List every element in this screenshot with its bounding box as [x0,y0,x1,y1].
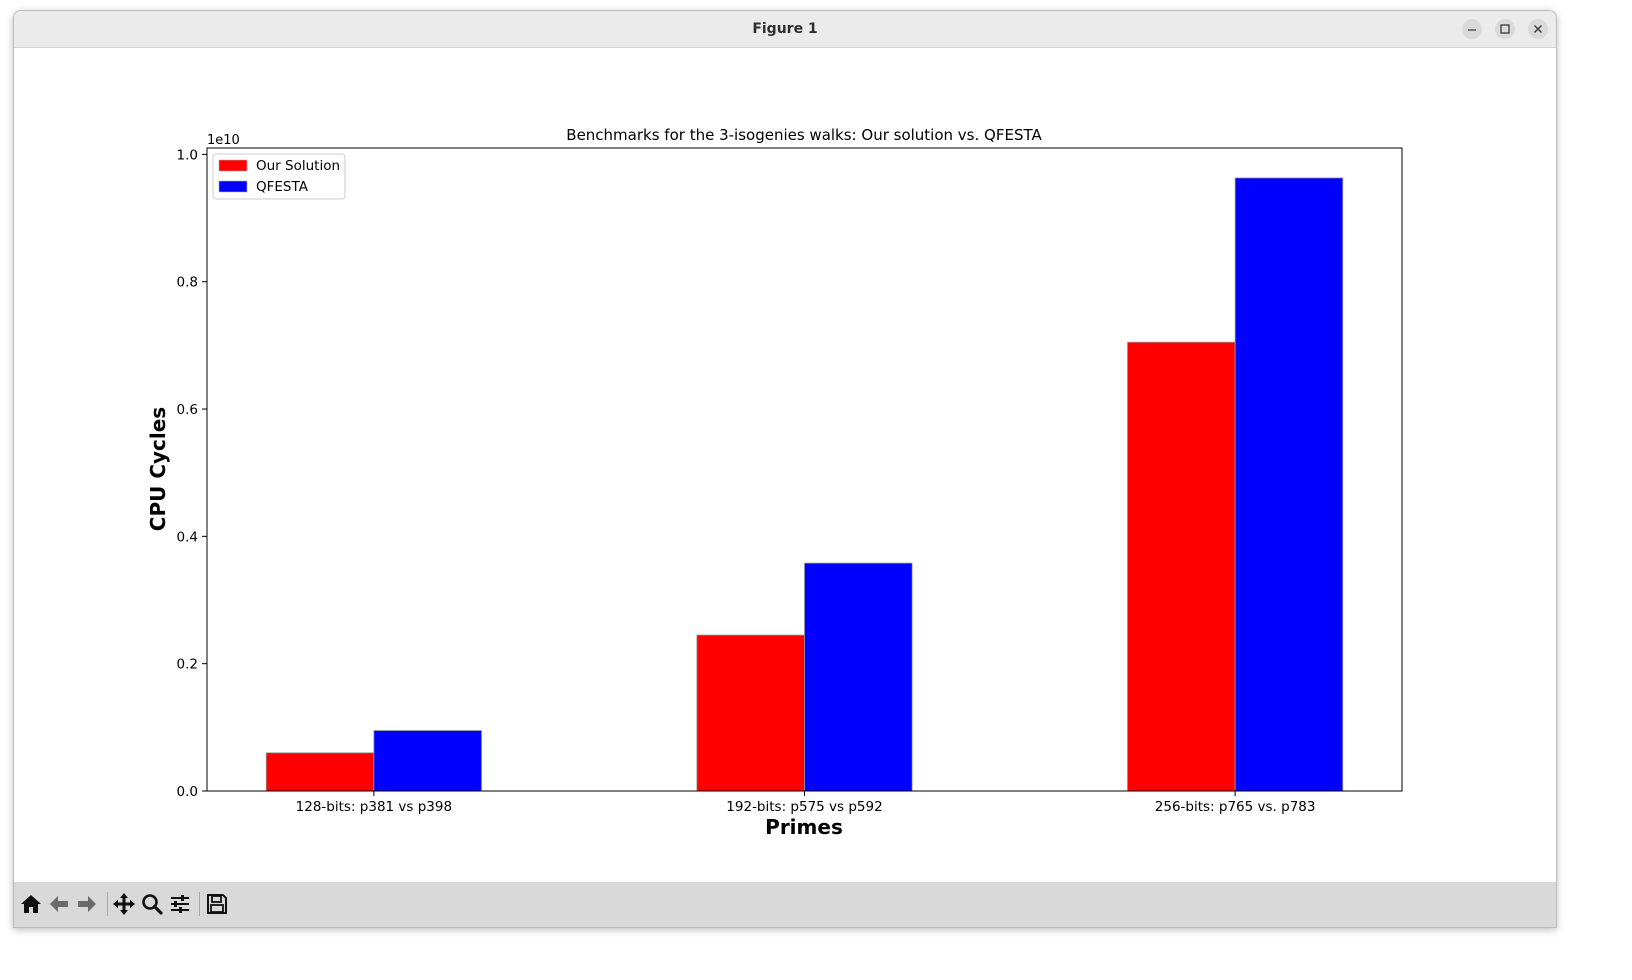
bar-our-solution-2 [696,634,805,792]
figure-window: Figure 1 128-bits: p381 vs p398 192-bits:… [13,10,1557,928]
close-icon [1534,25,1542,33]
maximize-button[interactable] [1495,19,1515,39]
figure-canvas[interactable]: 128-bits: p381 vs p398 192-bits: p575 vs … [14,48,1556,882]
y-tick-label: 0.2 [177,657,198,673]
y-tick-label: 0.0 [177,784,198,800]
bar-qfesta-1 [373,730,482,792]
bar-our-solution-1 [265,752,375,792]
back-arrow-icon [50,896,68,912]
x-tick-label: 128-bits: p381 vs p398 [296,799,452,815]
minimize-icon [1468,29,1476,31]
y-tick-label: 0.4 [177,529,198,545]
minimize-button[interactable] [1462,19,1482,39]
legend-label-our-solution: Our Solution [256,158,340,174]
legend-swatch-our-solution [218,159,248,172]
configure-subplots-icon [171,895,189,913]
legend-label-qfesta: QFESTA [256,179,309,195]
forward-button[interactable] [74,891,100,917]
x-tick-label: 256-bits: p765 vs. p783 [1155,799,1316,815]
toolbar-separator [199,892,200,916]
bar-qfesta-2 [804,562,913,792]
home-icon [21,895,41,913]
x-tick-label: 192-bits: p575 vs p592 [726,799,882,815]
save-icon [207,894,227,914]
bar-chart: 128-bits: p381 vs p398 192-bits: p575 vs … [146,126,1403,839]
pan-icon [113,893,135,915]
bar-our-solution-3 [1127,341,1236,792]
chart-title: Benchmarks for the 3-isogenies walks: Ou… [566,126,1042,144]
maximize-icon [1500,24,1510,34]
forward-arrow-icon [78,896,96,912]
back-button[interactable] [46,891,72,917]
legend: Our Solution QFESTA [212,153,346,200]
navigation-toolbar [14,882,1556,927]
x-axis-label: Primes [765,815,843,839]
y-axis-offset-label: 1e10 [207,133,240,148]
y-axis-label: CPU Cycles [146,407,170,531]
axes-frame [206,147,1403,792]
toolbar-separator [107,892,108,916]
title-bar[interactable]: Figure 1 [14,11,1556,48]
legend-swatch-qfesta [218,180,248,193]
close-button[interactable] [1528,19,1548,39]
zoom-icon [142,894,163,915]
zoom-button[interactable] [139,891,165,917]
pan-button[interactable] [111,891,137,917]
window-title: Figure 1 [752,21,818,37]
save-button[interactable] [204,891,230,917]
y-tick-label: 0.8 [177,275,198,291]
y-tick-label: 0.6 [177,402,198,418]
y-tick-label: 1.0 [177,147,198,163]
configure-subplots-button[interactable] [167,891,193,917]
bar-qfesta-3 [1234,177,1344,792]
home-button[interactable] [18,891,44,917]
